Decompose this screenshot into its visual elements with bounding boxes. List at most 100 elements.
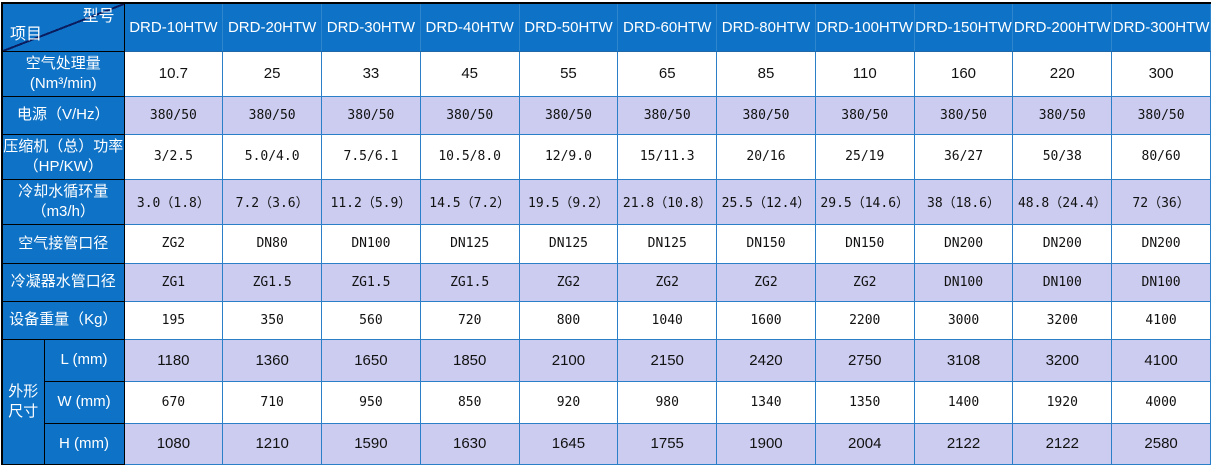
header-row: 型号 项目 DRD-10HTW DRD-20HTW DRD-30HTW DRD-40H… <box>1 2 1211 52</box>
dimension-group-header: 外形 尺寸 <box>1 338 45 465</box>
spec-cell: 350 <box>222 300 323 340</box>
spec-cell: 380/50 <box>419 95 520 135</box>
spec-cell: 20/16 <box>716 133 816 180</box>
row-header: 压缩机（总）功率 （HP/KW） <box>1 133 125 180</box>
spec-cell: 80/60 <box>1111 133 1211 180</box>
spec-cell: 720 <box>419 300 520 340</box>
spec-cell: 1180 <box>123 338 224 382</box>
spec-cell: 2100 <box>518 338 619 382</box>
spec-cell: DN125 <box>617 223 718 264</box>
spec-cell: 380/50 <box>518 95 619 135</box>
spec-cell: 1040 <box>617 300 718 340</box>
spec-cell: 950 <box>321 380 421 424</box>
spec-cell: 670 <box>123 380 224 424</box>
spec-cell: 14.5（7.2） <box>419 178 520 225</box>
spec-cell: 3000 <box>913 300 1014 340</box>
row-label-line: 冷却水循环量 <box>18 183 109 200</box>
row-label-line: (Nm³/min) <box>29 74 97 92</box>
column-header: DRD-200HTW <box>1012 2 1113 52</box>
spec-cell: 1900 <box>716 422 816 465</box>
spec-cell: 380/50 <box>1111 95 1211 135</box>
column-header: DRD-20HTW <box>222 2 323 52</box>
row-label-line: 压缩机（总）功率 <box>3 138 124 155</box>
spec-cell: 1650 <box>321 338 421 382</box>
spec-cell: 380/50 <box>617 95 718 135</box>
spec-cell: 710 <box>222 380 323 424</box>
spec-cell: DN200 <box>1012 223 1113 264</box>
row-label-line: 电源（V/Hz） <box>16 106 110 124</box>
spec-cell: DN200 <box>913 223 1014 264</box>
spec-cell: ZG1.5 <box>222 262 323 302</box>
spec-cell: 38（18.6） <box>913 178 1014 225</box>
spec-cell: 48.8（24.4） <box>1012 178 1113 225</box>
spec-cell: 7.5/6.1 <box>321 133 421 180</box>
spec-cell: DN125 <box>518 223 619 264</box>
spec-cell: 2750 <box>814 338 915 382</box>
row-header: 冷却水循环量 （m3/h） <box>1 178 125 225</box>
spec-cell: 2150 <box>617 338 718 382</box>
row-header: 空气处理量 (Nm³/min) <box>1 50 125 97</box>
spec-cell: 195 <box>123 300 224 340</box>
spec-cell: 920 <box>518 380 619 424</box>
spec-cell: ZG2 <box>518 262 619 302</box>
spec-cell: 29.5（14.6） <box>814 178 915 225</box>
table-row: 空气处理量 (Nm³/min) 10.7 25 33 45 55 65 85 110 160 220 3… <box>1 50 1211 97</box>
spec-cell: DN80 <box>222 223 323 264</box>
spec-cell: 85 <box>716 50 816 97</box>
column-header: DRD-100HTW <box>814 2 915 52</box>
column-header: DRD-50HTW <box>518 2 619 52</box>
row-label-line: 空气接管口径 <box>18 234 109 252</box>
spec-cell: 7.2（3.6） <box>222 178 323 225</box>
row-header: 冷凝器水管口径 <box>1 262 125 302</box>
spec-cell: DN200 <box>1111 223 1211 264</box>
row-header: 空气接管口径 <box>1 223 125 264</box>
spec-cell: 1350 <box>814 380 915 424</box>
spec-cell: 25 <box>222 50 323 97</box>
row-label-line: 空气处理量 <box>25 55 101 72</box>
dimension-sub-header: H (mm) <box>43 422 125 465</box>
table-row: 外形 尺寸 L (mm) 1180 1360 1650 1850 2100 2150 2420 27… <box>1 338 1211 465</box>
corner-model-label: 型号 <box>82 8 115 25</box>
table-row: H (mm) 1080 1210 1590 1630 1645 1755 1900 2004 21… <box>2 422 1211 465</box>
spec-cell: 110 <box>814 50 915 97</box>
spec-cell: 1920 <box>1012 380 1113 424</box>
spec-cell: DN150 <box>814 223 915 264</box>
column-header: DRD-10HTW <box>123 2 224 52</box>
spec-cell: 560 <box>321 300 421 340</box>
spec-cell: ZG2 <box>716 262 816 302</box>
spec-cell: 1630 <box>419 422 520 465</box>
table-row: 冷却水循环量 （m3/h） 3.0（1.8） 7.2（3.6） 11.2（5.9） 14.… <box>1 178 1211 225</box>
corner-cell: 型号 项目 <box>1 2 125 52</box>
row-label-line: 设备重量（Kg） <box>9 311 118 329</box>
spec-cell: 4100 <box>1111 300 1211 340</box>
spec-cell: 3200 <box>1012 300 1113 340</box>
spec-cell: 220 <box>1012 50 1113 97</box>
spec-cell: 300 <box>1111 50 1211 97</box>
dimension-sub-header: L (mm) <box>43 338 125 382</box>
spec-cell: 10.7 <box>123 50 224 97</box>
table-row: W (mm) 670 710 950 850 920 980 1340 1350 1400 1920… <box>2 380 1211 424</box>
row-label-line: （m3/h） <box>31 202 95 220</box>
spec-cell: 3/2.5 <box>123 133 224 180</box>
spec-cell: ZG2 <box>123 223 224 264</box>
diagonal-divider-line <box>3 4 124 51</box>
spec-cell: 3200 <box>1012 338 1113 382</box>
column-header: DRD-300HTW <box>1111 2 1211 52</box>
spec-cell: 5.0/4.0 <box>222 133 323 180</box>
spec-cell: 380/50 <box>913 95 1014 135</box>
corner-item-label: 项目 <box>10 25 43 43</box>
spec-cell: 1400 <box>913 380 1014 424</box>
spec-cell: 45 <box>419 50 520 97</box>
spec-cell: 980 <box>617 380 718 424</box>
spec-cell: 55 <box>518 50 619 97</box>
spec-cell: 1645 <box>518 422 619 465</box>
spec-cell: 2580 <box>1111 422 1211 465</box>
spec-cell: 21.8（10.8） <box>617 178 718 225</box>
spec-cell: 50/38 <box>1012 133 1113 180</box>
column-header: DRD-150HTW <box>913 2 1014 52</box>
spec-cell: 380/50 <box>1012 95 1113 135</box>
table-row: 电源（V/Hz） 380/50 380/50 380/50 380/50 380/50 38… <box>1 95 1211 135</box>
spec-cell: 19.5（9.2） <box>518 178 619 225</box>
spec-cell: 72（36） <box>1111 178 1211 225</box>
